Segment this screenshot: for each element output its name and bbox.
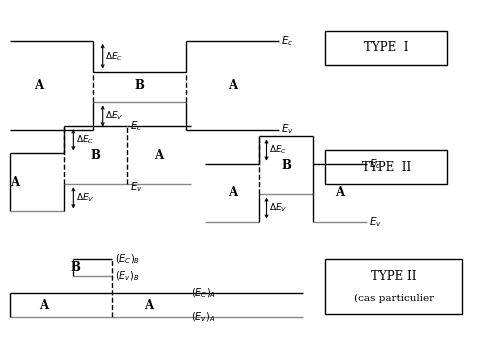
- Text: (cas particulier: (cas particulier: [353, 294, 433, 303]
- Text: $\Delta E_C$: $\Delta E_C$: [105, 50, 123, 62]
- Text: A: A: [335, 186, 344, 199]
- Text: $E_c$: $E_c$: [368, 157, 381, 170]
- Text: A: A: [227, 186, 236, 199]
- Text: A: A: [39, 299, 48, 312]
- Text: A: A: [10, 176, 19, 189]
- Text: A: A: [35, 79, 43, 92]
- Text: TYPE  II: TYPE II: [361, 161, 410, 174]
- Text: $\Delta E_C$: $\Delta E_C$: [268, 144, 286, 156]
- Text: TYPE  I: TYPE I: [363, 41, 408, 54]
- Bar: [325, 31, 447, 65]
- Text: $\Delta E_C$: $\Delta E_C$: [76, 134, 94, 146]
- Text: $\Delta E_V$: $\Delta E_V$: [76, 192, 94, 204]
- Text: TYPE II: TYPE II: [370, 270, 416, 283]
- Text: B: B: [90, 149, 100, 162]
- Text: $E_v$: $E_v$: [281, 123, 293, 136]
- Text: $E_v$: $E_v$: [129, 181, 142, 194]
- Text: $E_c$: $E_c$: [281, 34, 293, 48]
- Bar: [325, 259, 461, 314]
- Text: $E_c$: $E_c$: [129, 119, 142, 133]
- Text: A: A: [144, 299, 153, 312]
- Text: $\Delta E_V$: $\Delta E_V$: [105, 110, 123, 122]
- Text: A: A: [227, 79, 236, 92]
- Text: $\Delta E_V$: $\Delta E_V$: [268, 202, 287, 214]
- Text: $(E_C)_B$: $(E_C)_B$: [115, 252, 140, 266]
- Text: $(E_v)_B$: $(E_v)_B$: [115, 269, 139, 283]
- Text: B: B: [281, 159, 290, 172]
- Text: $(E_C)_A$: $(E_C)_A$: [190, 286, 215, 300]
- Text: $(E_v)_A$: $(E_v)_A$: [190, 310, 215, 324]
- Text: A: A: [154, 149, 163, 162]
- Text: B: B: [134, 79, 144, 92]
- Text: B: B: [71, 261, 81, 274]
- Text: $E_v$: $E_v$: [368, 215, 381, 228]
- Bar: [325, 150, 447, 184]
